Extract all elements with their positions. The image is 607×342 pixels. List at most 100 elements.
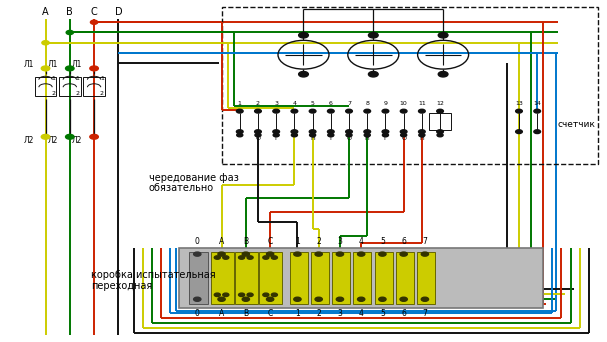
Bar (235, 252, 258, 304)
Circle shape (239, 256, 245, 259)
Bar (179, 248, 543, 308)
Circle shape (294, 252, 301, 256)
Circle shape (214, 256, 220, 259)
Bar (259, 252, 282, 304)
Text: C: C (268, 310, 273, 318)
Circle shape (364, 133, 370, 137)
Text: 2: 2 (76, 91, 80, 95)
Bar (35, 77, 56, 96)
Text: О: О (347, 136, 351, 141)
Text: Н: Н (365, 136, 370, 141)
Text: Г: Г (274, 136, 278, 141)
Circle shape (382, 133, 388, 137)
Text: коробка испытательная: коробка испытательная (91, 270, 215, 280)
Circle shape (66, 30, 73, 35)
Text: 1: 1 (52, 76, 55, 81)
Circle shape (515, 109, 522, 113)
Text: 3: 3 (274, 101, 278, 106)
Circle shape (327, 109, 334, 113)
Circle shape (255, 133, 261, 137)
Bar (222, 7, 598, 164)
Bar (375, 252, 393, 304)
Circle shape (299, 32, 308, 38)
Text: Н: Н (310, 136, 315, 141)
Text: 5: 5 (380, 237, 385, 246)
Text: D: D (115, 7, 122, 17)
Text: 2: 2 (52, 91, 55, 95)
Circle shape (379, 297, 386, 301)
Circle shape (90, 134, 98, 139)
Circle shape (437, 133, 443, 137)
Text: 3: 3 (337, 310, 342, 318)
Text: 4: 4 (293, 101, 296, 106)
Circle shape (401, 133, 407, 137)
Circle shape (66, 66, 74, 71)
Circle shape (266, 297, 274, 301)
Text: A: A (219, 237, 224, 246)
Circle shape (418, 130, 425, 134)
Text: чередование фаз: чередование фаз (149, 173, 239, 183)
Text: 6: 6 (329, 101, 333, 106)
Text: 2: 2 (256, 101, 260, 106)
Circle shape (336, 297, 344, 301)
Circle shape (368, 32, 378, 38)
Circle shape (236, 109, 243, 113)
Circle shape (315, 297, 322, 301)
Circle shape (223, 293, 229, 297)
Circle shape (271, 293, 277, 297)
Text: 4: 4 (359, 310, 364, 318)
Circle shape (346, 133, 352, 137)
Circle shape (42, 41, 49, 45)
Circle shape (419, 133, 425, 137)
Text: Л1: Л1 (47, 61, 58, 69)
Circle shape (247, 256, 253, 259)
Text: 6: 6 (401, 237, 406, 246)
Text: 9: 9 (384, 101, 387, 106)
Circle shape (90, 20, 98, 24)
Circle shape (254, 130, 261, 134)
Bar (290, 252, 308, 304)
Text: 7: 7 (347, 101, 351, 106)
Text: 5: 5 (311, 101, 314, 106)
Text: О: О (256, 136, 260, 141)
Circle shape (239, 293, 245, 297)
Bar (189, 252, 208, 304)
Circle shape (382, 109, 388, 113)
Text: 1: 1 (76, 76, 80, 81)
Bar (238, 252, 256, 304)
Circle shape (368, 71, 378, 77)
Circle shape (237, 133, 243, 137)
Circle shape (336, 252, 344, 256)
Bar (211, 252, 234, 304)
Text: 7: 7 (422, 310, 427, 318)
Circle shape (263, 293, 269, 297)
Text: 8: 8 (365, 101, 369, 106)
Text: 1: 1 (100, 76, 104, 81)
Circle shape (309, 109, 316, 113)
Circle shape (90, 66, 98, 71)
Text: Г: Г (329, 136, 333, 141)
Circle shape (438, 71, 448, 77)
Circle shape (66, 134, 74, 139)
Text: B: B (243, 310, 248, 318)
Text: обязательно: обязательно (149, 183, 214, 193)
Circle shape (218, 297, 225, 301)
Circle shape (436, 109, 443, 113)
Circle shape (273, 133, 279, 137)
Circle shape (266, 252, 274, 256)
Text: переходная: переходная (91, 280, 152, 291)
Text: 13: 13 (515, 101, 523, 106)
Circle shape (327, 130, 334, 134)
Circle shape (273, 109, 279, 113)
Text: 14: 14 (534, 101, 541, 106)
Text: B: B (66, 7, 73, 17)
Text: 2: 2 (316, 237, 321, 246)
Circle shape (328, 133, 334, 137)
Text: 6: 6 (401, 310, 406, 318)
Text: Л1: Л1 (23, 61, 34, 69)
Text: 3: 3 (337, 237, 342, 246)
Circle shape (515, 130, 522, 134)
Circle shape (364, 130, 370, 134)
Circle shape (247, 293, 253, 297)
Circle shape (294, 297, 301, 301)
